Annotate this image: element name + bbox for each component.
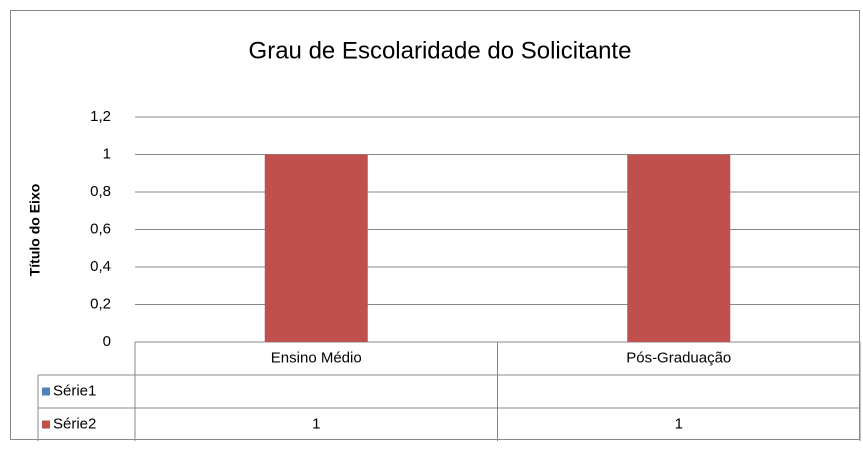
legend-label: Série2 <box>53 415 96 432</box>
legend-label: Série1 <box>53 382 96 399</box>
y-tick-label: 0 <box>103 333 111 350</box>
y-tick-label: 0,4 <box>90 258 111 275</box>
y-tick-label: 0,8 <box>90 183 111 200</box>
y-tick-label: 1,2 <box>90 108 111 125</box>
legend-key <box>42 420 50 429</box>
chart-title: Grau de Escolaridade do Solicitante <box>249 37 632 64</box>
table-value: 1 <box>312 415 320 432</box>
y-tick-label: 0,6 <box>90 220 111 237</box>
table-value: 1 <box>675 415 683 432</box>
legend-key <box>42 387 50 396</box>
bar <box>627 154 731 342</box>
x-tick-label: Ensino Médio <box>271 349 362 366</box>
y-tick-label: 1 <box>103 145 111 162</box>
y-tick-label: 0,2 <box>90 295 111 312</box>
y-axis-title: Título do Eixo <box>27 184 43 277</box>
x-tick-label: Pós-Graduação <box>626 349 731 366</box>
bar <box>264 154 368 342</box>
